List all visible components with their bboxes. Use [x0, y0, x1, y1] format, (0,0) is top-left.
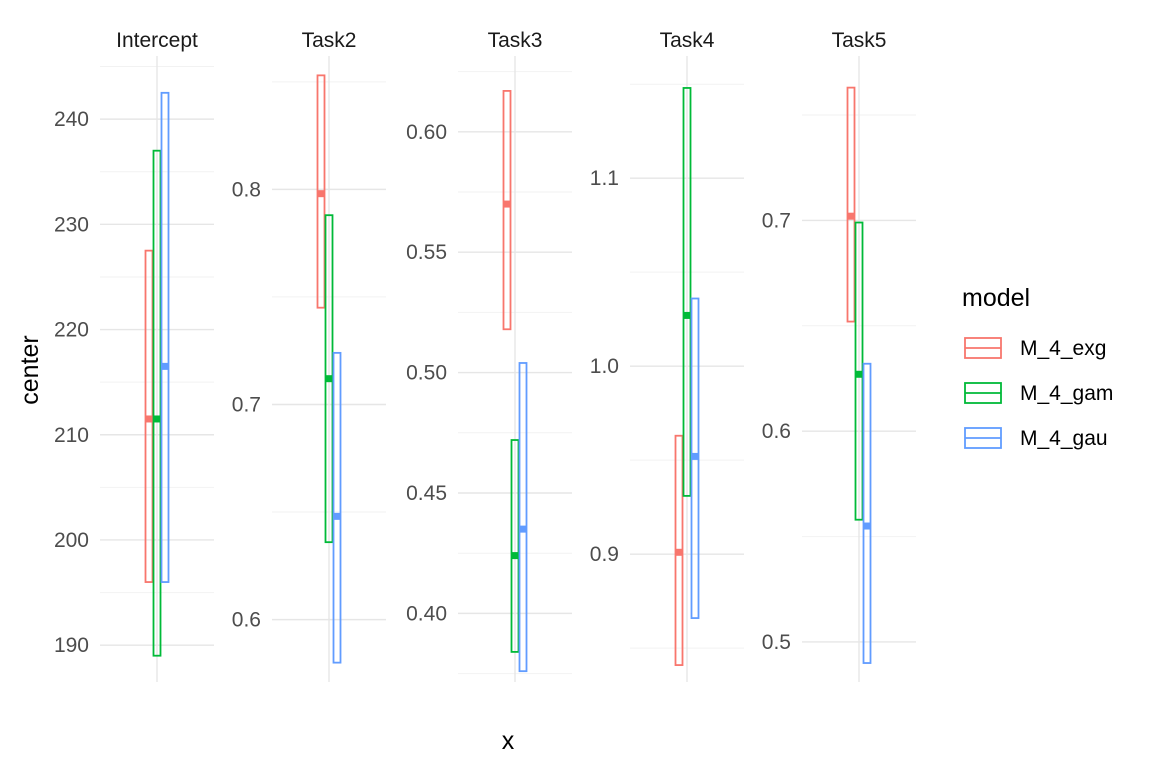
y-tick-label: 0.55: [406, 241, 447, 264]
legend-key-m-4-exg: M_4_exg: [964, 337, 1106, 360]
facet-panel-intercept: 190 200 210 220 230 240 Intercept: [54, 29, 214, 682]
y-axis-title: center: [16, 335, 44, 404]
center-mark-m-4-exg: [675, 548, 683, 556]
center-mark-m-4-gam: [855, 370, 863, 378]
legend-key-m-4-gau: M_4_gau: [964, 427, 1108, 450]
y-tick-label: 0.5: [762, 631, 791, 654]
crossbar-m-4-gau: [518, 362, 528, 673]
x-axis-title: x: [502, 727, 515, 755]
legend-label: M_4_exg: [1020, 337, 1106, 360]
center-mark-m-4-gam: [683, 311, 691, 319]
center-mark-m-4-exg: [145, 415, 153, 423]
crossbar-m-4-gam: [510, 439, 520, 653]
center-mark-m-4-gam: [511, 552, 519, 560]
crossbar-m-4-gau: [332, 351, 342, 664]
y-tick-label: 0.9: [590, 543, 619, 566]
center-mark-m-4-gau: [161, 362, 169, 370]
center-mark-m-4-gau: [863, 522, 871, 530]
y-tick-label: 0.7: [232, 393, 261, 416]
crossbar-m-4-gau: [862, 362, 872, 664]
y-tick-label: 0.7: [762, 209, 791, 232]
y-tick-label: 1.1: [590, 167, 619, 190]
y-tick-label: 1.0: [590, 355, 619, 378]
facet-panel-task5: 0.5 0.6 0.7 Task5: [762, 29, 916, 682]
center-mark-m-4-exg: [503, 200, 511, 208]
center-mark-m-4-gau: [691, 452, 699, 460]
facet-strip-label: Intercept: [116, 29, 198, 52]
crossbar-m-4-gau: [160, 91, 170, 583]
center-mark-m-4-gam: [153, 415, 161, 423]
y-tick-label: 0.8: [232, 178, 261, 201]
crossbar-m-4-gam: [152, 149, 162, 657]
facet-strip-label: Task5: [832, 29, 887, 52]
facet-panel-task2: 0.6 0.7 0.8 Task2: [232, 29, 386, 682]
center-mark-m-4-exg: [317, 190, 325, 198]
crossbar-m-4-gam: [682, 87, 692, 497]
y-tick-label: 0.6: [762, 420, 791, 443]
y-tick-label: 240: [54, 108, 89, 131]
y-tick-label: 0.45: [406, 482, 447, 505]
center-mark-m-4-exg: [847, 212, 855, 220]
legend-title: model: [962, 284, 1030, 312]
facet-strip-label: Task4: [660, 29, 715, 52]
legend-label: M_4_gau: [1020, 427, 1108, 450]
y-tick-label: 0.40: [406, 602, 447, 625]
y-tick-label: 0.50: [406, 362, 447, 385]
y-tick-label: 0.60: [406, 121, 447, 144]
y-tick-label: 200: [54, 529, 89, 552]
y-tick-label: 220: [54, 319, 89, 342]
crossbar-m-4-exg: [502, 90, 512, 331]
y-tick-label: 230: [54, 213, 89, 236]
facet-panel-task3: 0.40 0.45 0.50 0.55 0.60 Task3: [406, 29, 572, 682]
facet-strip-label: Task2: [302, 29, 357, 52]
legend: model M_4_exg M_4_gam M_4_gau: [962, 284, 1113, 450]
y-tick-label: 210: [54, 424, 89, 447]
center-mark-m-4-gau: [519, 525, 527, 533]
y-tick-label: 0.6: [232, 609, 261, 632]
legend-label: M_4_gam: [1020, 382, 1113, 405]
center-mark-m-4-gam: [325, 375, 333, 383]
facet-panels: 190 200 210 220 230 240 Intercept 0.6 0.7 0.8 Task…: [54, 29, 916, 682]
y-tick-label: 190: [54, 634, 89, 657]
facet-panel-task4: 0.9 1.0 1.1 Task4: [590, 29, 744, 682]
center-mark-m-4-gau: [333, 512, 341, 520]
crossbar-m-4-exg: [846, 86, 856, 323]
legend-key-m-4-gam: M_4_gam: [964, 382, 1113, 405]
facet-strip-label: Task3: [488, 29, 543, 52]
